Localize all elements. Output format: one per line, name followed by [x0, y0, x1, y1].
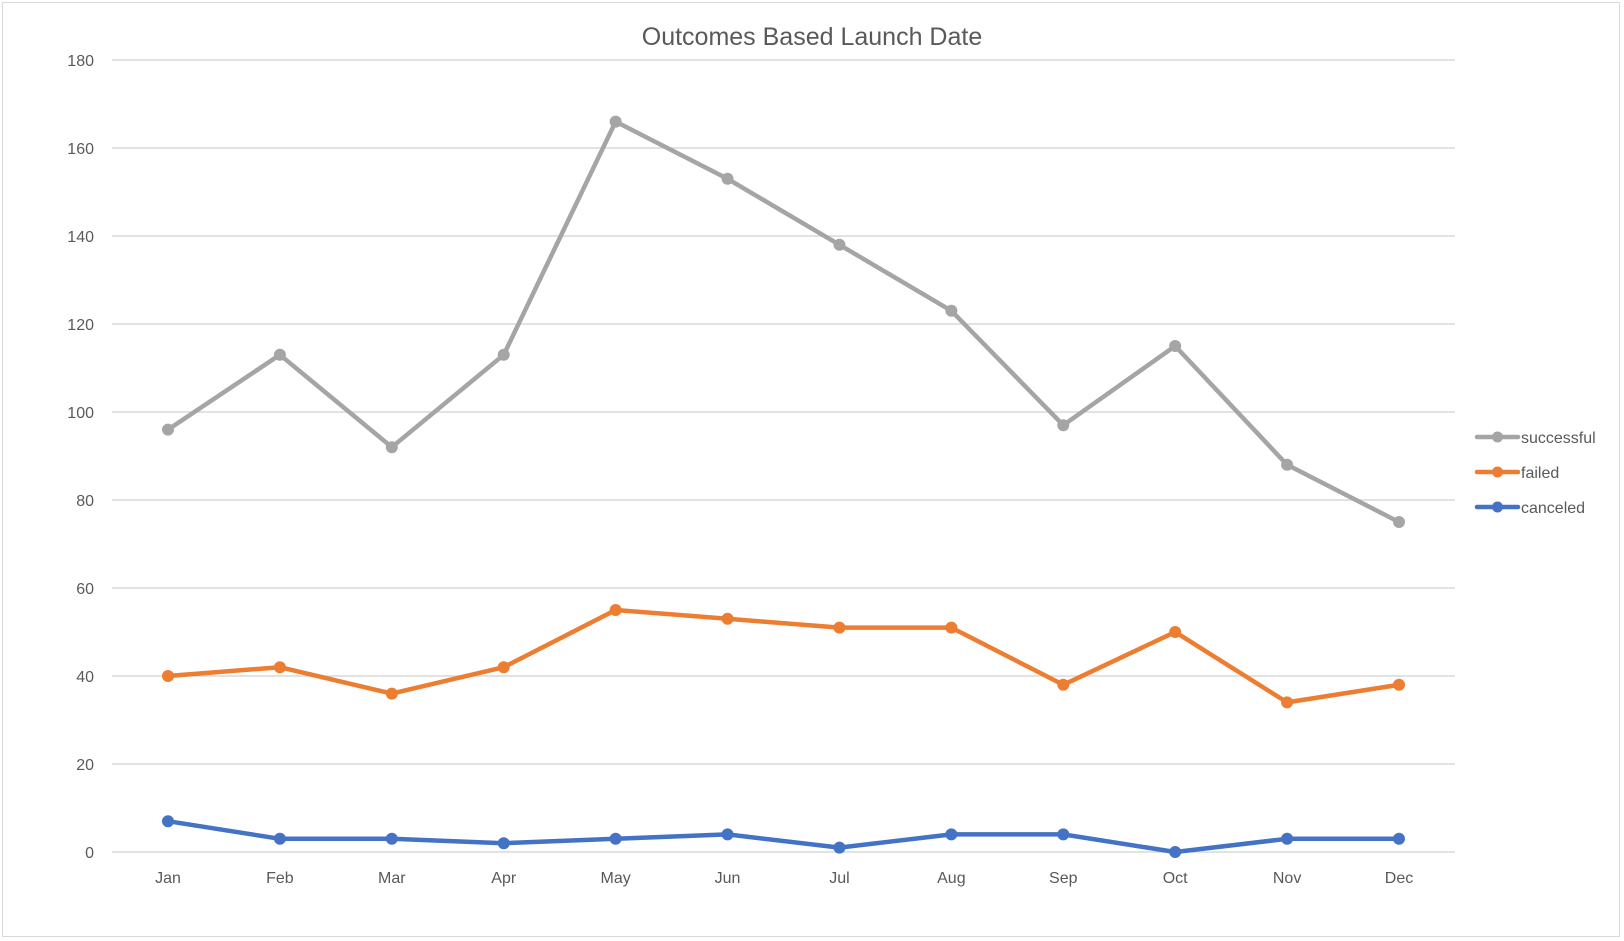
data-point-successful-Dec	[1393, 516, 1405, 528]
data-point-failed-Jan	[162, 670, 174, 682]
x-tick-label: Sep	[1049, 870, 1078, 887]
legend-item-canceled[interactable]: canceled	[1474, 500, 1585, 517]
gridlines	[112, 59, 1455, 853]
x-tick-label: Apr	[491, 870, 517, 887]
data-point-canceled-Oct	[1169, 846, 1182, 858]
x-tick-label: Aug	[937, 870, 965, 887]
data-point-canceled-Sep	[1057, 828, 1070, 841]
data-point-successful-Oct	[1169, 340, 1182, 352]
legend[interactable]: successful failed canceled	[1474, 430, 1596, 517]
data-point-failed-Jun	[721, 612, 734, 625]
data-point-successful-Feb	[273, 348, 286, 361]
data-point-successful-Jan	[162, 423, 174, 436]
x-tick-label: Nov	[1273, 870, 1301, 887]
data-point-canceled-Jul	[833, 841, 846, 854]
data-point-failed-Sep	[1057, 678, 1070, 691]
data-point-failed-Oct	[1169, 626, 1182, 638]
x-tick-label: Oct	[1163, 870, 1188, 887]
data-point-successful-Jun	[721, 172, 734, 185]
data-point-canceled-Aug	[945, 828, 958, 841]
y-tick-label: 140	[67, 229, 94, 246]
series-line-failed	[165, 607, 1402, 705]
y-tick-label: 0	[85, 845, 94, 862]
data-point-canceled-Nov	[1281, 832, 1294, 845]
data-point-failed-Feb	[273, 661, 286, 674]
data-point-failed-May	[609, 604, 622, 616]
series-failed	[162, 604, 1405, 709]
data-point-successful-May	[609, 115, 622, 128]
data-point-failed-Nov	[1281, 696, 1294, 709]
x-tick-label: May	[601, 870, 631, 887]
data-point-canceled-Feb	[273, 832, 286, 845]
x-tick-label: Dec	[1385, 870, 1413, 887]
series-canceled	[162, 815, 1405, 858]
data-point-successful-Jul	[833, 238, 846, 251]
data-point-successful-Mar	[385, 441, 398, 454]
data-point-failed-Apr	[497, 661, 510, 674]
legend-label: failed	[1521, 465, 1559, 482]
data-point-successful-Apr	[497, 348, 510, 361]
y-tick-label: 60	[76, 581, 94, 598]
data-point-canceled-Jun	[721, 828, 734, 841]
data-point-canceled-Apr	[497, 837, 510, 850]
data-point-canceled-Mar	[385, 832, 398, 845]
y-tick-label: 120	[67, 317, 94, 334]
y-tick-label: 20	[76, 757, 94, 774]
y-tick-label: 80	[76, 493, 94, 510]
data-point-successful-Nov	[1281, 458, 1294, 471]
series-line-successful	[165, 119, 1402, 525]
chart-title: Outcomes Based Launch Date	[642, 23, 982, 51]
data-point-failed-Aug	[945, 621, 958, 634]
y-tick-label: 40	[76, 669, 94, 686]
y-tick-label: 180	[67, 53, 94, 70]
x-tick-label: Feb	[266, 870, 294, 887]
legend-label: canceled	[1521, 500, 1585, 517]
data-point-failed-Jul	[833, 621, 846, 634]
series-line-canceled	[165, 818, 1402, 855]
data-point-successful-Sep	[1057, 419, 1070, 432]
legend-label: successful	[1521, 430, 1596, 447]
data-point-canceled-Dec	[1393, 832, 1405, 845]
x-tick-label: Mar	[378, 870, 406, 887]
data-point-successful-Aug	[945, 304, 958, 317]
legend-item-successful[interactable]: successful	[1474, 430, 1596, 447]
data-point-failed-Dec	[1393, 678, 1405, 691]
x-axis-tick-labels: Jan Feb Mar Apr May Jun Jul Aug Sep Oct Nov Dec	[155, 870, 1413, 887]
x-tick-label: Jun	[715, 870, 741, 887]
data-point-canceled-May	[609, 832, 622, 845]
x-tick-label: Jul	[829, 870, 849, 887]
legend-swatch-marker	[1492, 431, 1503, 443]
y-axis-tick-labels: 0 20 40 60 80 100 120 140 160 180	[67, 53, 94, 862]
data-point-canceled-Jan	[162, 815, 174, 828]
legend-swatch-marker	[1492, 466, 1503, 478]
legend-swatch-marker	[1492, 501, 1503, 513]
legend-item-failed[interactable]: failed	[1474, 465, 1559, 482]
series-lines	[162, 115, 1405, 858]
series-successful	[162, 115, 1405, 528]
y-tick-label: 100	[67, 405, 94, 422]
data-point-failed-Mar	[385, 687, 398, 700]
x-tick-label: Jan	[155, 870, 181, 887]
y-tick-label: 160	[67, 141, 94, 158]
